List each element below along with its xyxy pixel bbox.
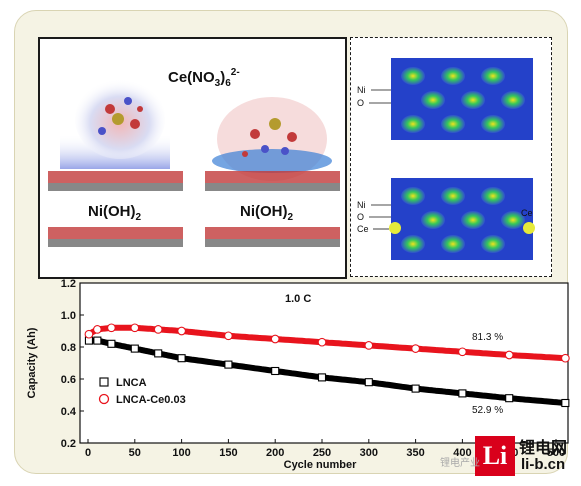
x-axis-label: Cycle number <box>284 459 357 471</box>
data-point-lnca <box>224 360 233 369</box>
x-tick-label: 100 <box>172 447 190 459</box>
data-point-lnca-ce <box>84 329 94 339</box>
y-axis-label: Capacity (Ah) <box>26 327 38 398</box>
data-point-lnca-ce <box>270 334 280 344</box>
x-tick-label: 0 <box>85 447 91 459</box>
data-point-lnca <box>505 394 514 403</box>
data-point-lnca-ce <box>107 323 116 333</box>
data-point-lnca-ce <box>561 353 570 363</box>
y-tick-label: 1.2 <box>61 278 76 290</box>
data-point-lnca-ce <box>458 347 467 357</box>
data-point-lnca <box>177 354 186 363</box>
data-point-lnca-ce <box>504 350 514 360</box>
ion-atoms-left <box>98 97 143 135</box>
x-tick-label: 150 <box>219 447 237 459</box>
y-axis: 0.2 0.4 0.6 0.8 1.0 1.2 <box>61 278 84 450</box>
density-blobs-bottom <box>389 187 535 253</box>
y-tick-label: 0.8 <box>61 342 76 354</box>
atom-pointer-arrows-bottom <box>369 204 391 230</box>
data-point-lnca-ce <box>153 325 163 334</box>
legend-label-lnca: LNCA <box>116 377 147 389</box>
substrate-label-right: Ni(OH)2 <box>240 203 294 223</box>
plot-frame <box>79 282 569 444</box>
charge-density-panel: Ni O Ni O Ce Ce <box>350 37 552 277</box>
capacity-chart: 0.2 0.4 0.6 0.8 1.0 1.2 0 50 100 150 200 250 300 350… <box>20 278 575 473</box>
data-point-lnca-ce <box>224 331 233 341</box>
data-point-lnca <box>364 378 373 387</box>
x-tick-label: 400 <box>453 447 471 459</box>
density-blobs-top <box>401 67 525 133</box>
data-point-lnca <box>271 366 280 376</box>
charge-density-illustration: Ni O Ni O Ce Ce <box>357 58 535 260</box>
legend-marker-lnca <box>99 377 109 387</box>
x-tick-label: 250 <box>313 447 331 459</box>
logo-cn-text: 锂电网 <box>519 438 568 457</box>
data-point-lnca <box>93 336 102 345</box>
ion-atoms-right <box>242 118 297 157</box>
atom-pointer-arrows-top <box>369 89 391 104</box>
atom-label-ni-top: Ni <box>357 85 366 95</box>
logo-url: li-b.cn <box>521 456 566 473</box>
watermark: 锂电产业 <box>440 458 480 469</box>
capacity-chart-svg: 0.2 0.4 0.6 0.8 1.0 1.2 0 50 100 150 200 250 300 350… <box>26 278 570 471</box>
data-point-lnca <box>130 344 139 353</box>
charge-density-field-right <box>212 149 332 173</box>
x-axis: 050100150200250300350400450500 <box>85 439 565 459</box>
data-point-lnca-ce <box>130 323 140 333</box>
annotation-retention-ce: 81.3 % <box>472 332 503 343</box>
annotation-retention-lnca: 52.9 % <box>472 405 503 416</box>
atom-label-o-bottom: O <box>357 212 364 222</box>
x-tick-label: 200 <box>266 447 284 459</box>
y-tick-label: 0.6 <box>61 374 76 386</box>
site-logo: Li 锂电网 li-b.cn <box>475 432 577 480</box>
atom-label-o-top: O <box>357 98 364 108</box>
chart-title: 1.0 C <box>285 293 311 305</box>
data-point-lnca <box>458 389 467 398</box>
x-tick-label: 50 <box>129 447 141 459</box>
data-point-lnca-ce <box>177 326 186 336</box>
x-tick-label: 500 <box>547 447 565 459</box>
data-point-lnca <box>317 373 327 382</box>
lattice-slab-left <box>48 171 183 247</box>
legend: LNCA LNCA-Ce0.03 <box>98 377 186 406</box>
x-tick-label: 350 <box>406 447 424 459</box>
series-layer <box>84 323 570 408</box>
data-point-lnca <box>154 349 163 358</box>
adsorption-illustration: Ce(NO3)62- Ni(OH)2 Ni(OH)2 <box>48 67 340 247</box>
data-point-lnca <box>107 339 116 348</box>
legend-label-lnca-ce: LNCA-Ce0.03 <box>116 394 186 406</box>
legend-marker-lnca-ce <box>98 393 110 405</box>
substrate-label-left: Ni(OH)2 <box>88 203 142 223</box>
data-point-lnca <box>411 384 420 393</box>
data-point-lnca-ce <box>364 341 374 350</box>
x-tick-label: 300 <box>360 447 378 459</box>
data-point-lnca-ce <box>93 325 102 334</box>
logo-mark: Li <box>475 436 515 476</box>
data-point-lnca-ce <box>317 337 327 347</box>
lattice-slab-right <box>205 171 340 247</box>
data-point-lnca <box>561 398 570 408</box>
atom-label-ce-right: Ce <box>521 208 533 218</box>
adsorption-panel: Ce(NO3)62- Ni(OH)2 Ni(OH)2 <box>38 37 347 279</box>
y-tick-label: 1.0 <box>61 310 76 322</box>
y-tick-label: 0.2 <box>61 438 76 450</box>
atom-label-ce-bottom: Ce <box>357 224 369 234</box>
atom-label-ni-bottom: Ni <box>357 200 366 210</box>
y-tick-label: 0.4 <box>61 406 77 418</box>
ion-formula: Ce(NO3)62- <box>168 67 240 89</box>
data-point-lnca-ce <box>411 344 420 353</box>
